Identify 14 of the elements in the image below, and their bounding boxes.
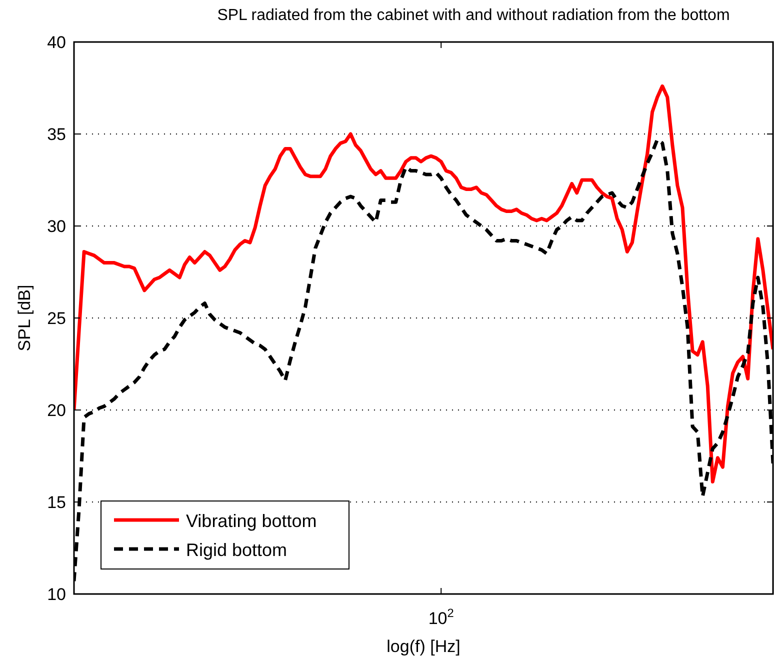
y-tick-label: 20: [47, 401, 66, 420]
x-axis-title: log(f) [Hz]: [386, 637, 460, 656]
line-series: [74, 84, 773, 484]
y-tick-label: 30: [47, 217, 66, 236]
chart-title: SPL radiated from the cabinet with and without radiation from the bottom: [217, 7, 730, 24]
y-tick-label: 40: [47, 33, 66, 52]
x-tick-label: 10$^{2}$: [428, 606, 454, 628]
legend-label: Rigid bottom: [186, 540, 288, 560]
legend-label: Vibrating bottom: [186, 511, 317, 531]
y-tick-label: 35: [47, 125, 66, 144]
y-tick-label: 15: [47, 493, 66, 512]
y-axis-title: SPL [dB]: [15, 284, 34, 352]
y-tick-label: 25: [47, 309, 66, 328]
y-tick-label: 10: [47, 585, 66, 604]
